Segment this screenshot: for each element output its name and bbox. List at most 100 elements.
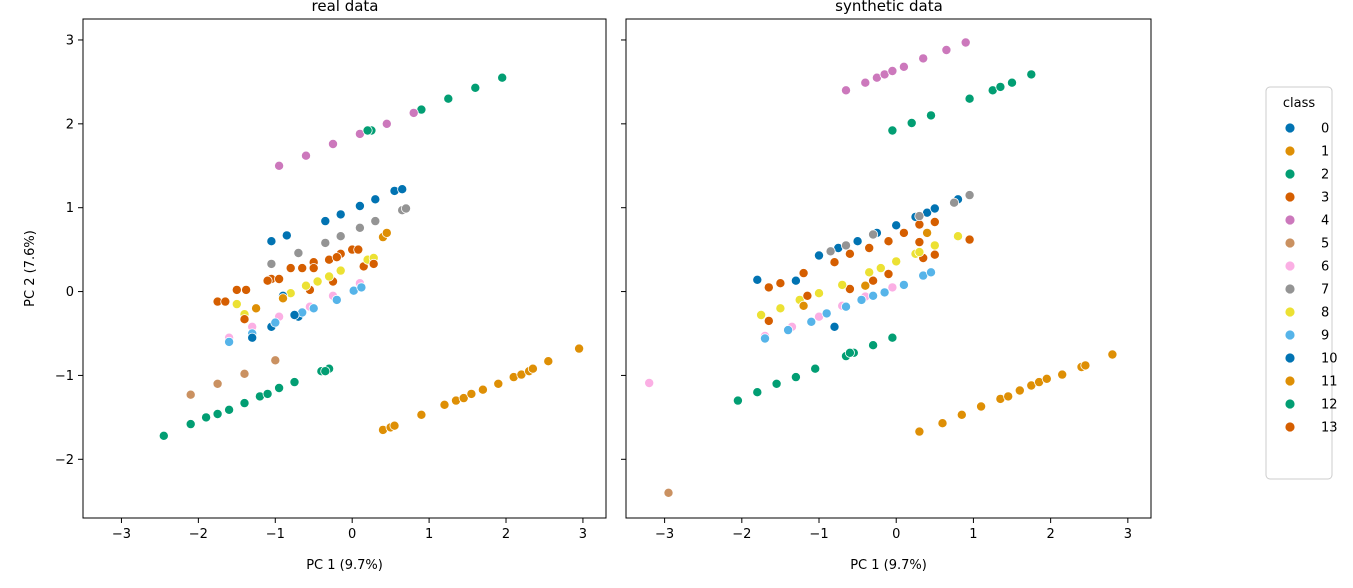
point-class-4 bbox=[941, 45, 952, 56]
point-class-13 bbox=[763, 315, 774, 326]
point-class-3 bbox=[220, 296, 231, 307]
points-synthetic bbox=[644, 37, 1118, 498]
point-class-4 bbox=[408, 107, 419, 118]
point-class-8 bbox=[756, 309, 767, 320]
point-class-9 bbox=[898, 279, 909, 290]
point-class-0 bbox=[891, 220, 902, 231]
point-class-2 bbox=[964, 93, 975, 104]
legend-marker-4 bbox=[1284, 214, 1296, 226]
y-tick-label: −2 bbox=[55, 453, 74, 468]
point-class-11 bbox=[251, 303, 262, 314]
point-class-8 bbox=[335, 265, 346, 276]
point-class-8 bbox=[891, 256, 902, 267]
point-class-1 bbox=[1003, 391, 1014, 402]
point-class-12 bbox=[844, 347, 855, 358]
point-class-3 bbox=[844, 248, 855, 259]
point-class-10 bbox=[790, 275, 801, 286]
y-tick-label: 0 bbox=[66, 285, 74, 300]
point-class-10 bbox=[289, 309, 300, 320]
point-class-0 bbox=[320, 216, 331, 227]
point-class-0 bbox=[814, 250, 825, 261]
point-class-7 bbox=[400, 203, 411, 214]
point-class-10 bbox=[247, 332, 258, 343]
point-class-0 bbox=[335, 209, 346, 220]
point-class-2 bbox=[926, 110, 937, 121]
point-class-2 bbox=[810, 363, 821, 374]
point-class-1 bbox=[493, 378, 504, 389]
point-class-2 bbox=[289, 377, 300, 388]
point-class-10 bbox=[829, 321, 840, 332]
point-class-1 bbox=[937, 418, 948, 429]
point-class-13 bbox=[308, 263, 319, 274]
point-class-7 bbox=[320, 237, 331, 248]
legend-label-2: 2 bbox=[1321, 168, 1329, 183]
point-class-8 bbox=[875, 263, 886, 274]
point-class-4 bbox=[918, 53, 929, 64]
point-class-9 bbox=[879, 287, 890, 298]
point-class-4 bbox=[327, 138, 338, 149]
point-class-8 bbox=[929, 240, 940, 251]
y-tick-label: 3 bbox=[66, 33, 74, 48]
point-class-2 bbox=[995, 81, 1006, 92]
point-class-13 bbox=[262, 275, 273, 286]
point-class-2 bbox=[752, 387, 763, 398]
x-tick-label: 1 bbox=[425, 527, 433, 542]
point-class-4 bbox=[960, 37, 971, 48]
x-tick-label: 2 bbox=[1046, 527, 1054, 542]
point-class-3 bbox=[883, 236, 894, 247]
legend-label-10: 10 bbox=[1321, 352, 1338, 367]
point-class-8 bbox=[837, 279, 848, 290]
point-class-7 bbox=[335, 231, 346, 242]
point-class-7 bbox=[825, 246, 836, 257]
legend-marker-11 bbox=[1284, 375, 1296, 387]
point-class-1 bbox=[416, 409, 427, 420]
point-class-9 bbox=[868, 290, 879, 301]
point-class-1 bbox=[1041, 373, 1052, 384]
x-tick-label: −2 bbox=[732, 527, 751, 542]
point-class-2 bbox=[1007, 77, 1018, 88]
point-class-3 bbox=[864, 242, 875, 253]
point-class-9 bbox=[356, 282, 367, 293]
point-class-9 bbox=[806, 316, 817, 327]
legend-label-3: 3 bbox=[1321, 191, 1329, 206]
legend-title: class bbox=[1283, 96, 1315, 111]
legend-label-7: 7 bbox=[1321, 283, 1329, 298]
point-class-1 bbox=[543, 356, 554, 367]
point-class-5 bbox=[212, 378, 223, 389]
legend-marker-13 bbox=[1284, 421, 1296, 433]
legend-label-5: 5 bbox=[1321, 237, 1329, 252]
x-tick-label: 3 bbox=[579, 527, 587, 542]
point-class-4 bbox=[381, 118, 392, 129]
point-class-8 bbox=[312, 276, 323, 287]
point-class-11 bbox=[798, 300, 809, 311]
point-class-8 bbox=[914, 247, 925, 258]
x-tick-label: −1 bbox=[809, 527, 828, 542]
legend-label-8: 8 bbox=[1321, 306, 1329, 321]
y-axis-label-real: PC 2 (7.6%) bbox=[23, 230, 38, 307]
legend-label-9: 9 bbox=[1321, 329, 1329, 344]
legend-marker-12 bbox=[1284, 398, 1296, 410]
point-class-1 bbox=[1080, 360, 1091, 371]
point-class-9 bbox=[270, 317, 281, 328]
panel-title-synthetic: synthetic data bbox=[835, 0, 943, 15]
point-class-1 bbox=[466, 388, 477, 399]
x-axis-label-synthetic: PC 1 (9.7%) bbox=[850, 558, 927, 573]
point-class-4 bbox=[887, 66, 898, 77]
point-class-8 bbox=[864, 267, 875, 278]
x-tick-label: −3 bbox=[112, 527, 131, 542]
point-class-2 bbox=[212, 408, 223, 419]
point-class-2 bbox=[262, 388, 273, 399]
point-class-4 bbox=[300, 150, 311, 161]
point-class-3 bbox=[274, 273, 285, 284]
point-class-0 bbox=[397, 184, 408, 195]
x-tick-label: 1 bbox=[969, 527, 977, 542]
x-tick-label: −3 bbox=[655, 527, 674, 542]
x-tick-label: 3 bbox=[1124, 527, 1132, 542]
x-tick-label: 0 bbox=[348, 527, 356, 542]
point-class-7 bbox=[266, 258, 277, 269]
point-class-2 bbox=[201, 412, 212, 423]
point-class-7 bbox=[354, 222, 365, 233]
point-class-9 bbox=[224, 336, 235, 347]
